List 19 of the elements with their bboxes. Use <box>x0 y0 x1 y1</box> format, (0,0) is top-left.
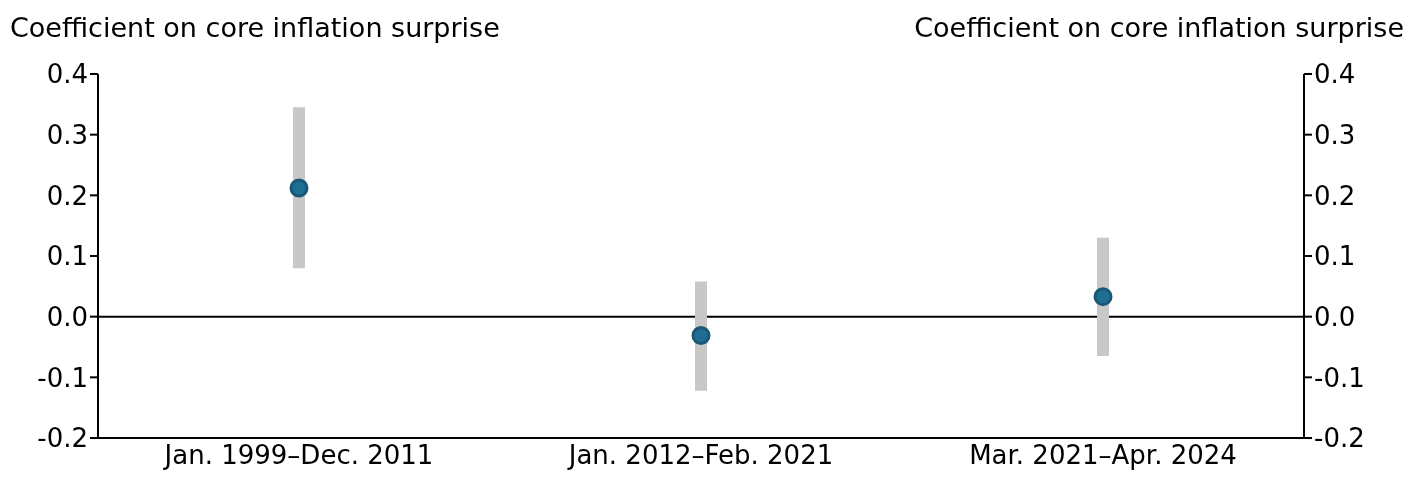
y-tick-label: 0.1 <box>46 241 88 272</box>
y2-tick-label: 0.2 <box>1314 180 1356 211</box>
x-tick-label: Jan. 2012–Feb. 2021 <box>566 440 834 471</box>
y-tick-label: 0.2 <box>46 180 88 211</box>
y2-tick-label: -0.1 <box>1314 362 1365 393</box>
y2-tick-label: 0.0 <box>1314 301 1356 332</box>
y2-tick-label: 0.1 <box>1314 241 1356 272</box>
y-tick-label: -0.1 <box>37 362 88 393</box>
y2-axis-title: Coefficient on core inflation surprise <box>914 11 1404 45</box>
y2-tick-label: -0.2 <box>1314 423 1365 454</box>
y2-tick-label: 0.3 <box>1314 119 1356 150</box>
x-tick-label: Mar. 2021–Apr. 2024 <box>969 440 1237 471</box>
y-tick-label: -0.2 <box>37 423 88 454</box>
y-tick-label: 0.3 <box>46 119 88 150</box>
y-tick-label: 0.4 <box>46 59 88 90</box>
y2-tick-label: 0.4 <box>1314 59 1356 90</box>
x-tick-label: Jan. 1999–Dec. 2011 <box>162 440 434 471</box>
y-axis-title: Coefficient on core inflation surprise <box>10 11 500 45</box>
y-tick-label: 0.0 <box>46 301 88 332</box>
